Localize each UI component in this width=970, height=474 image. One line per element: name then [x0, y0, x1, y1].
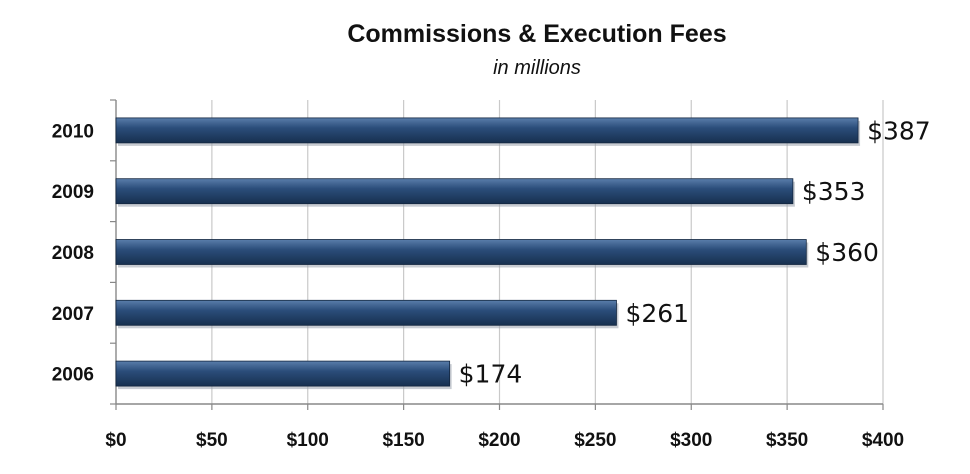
data-label: $174: [459, 360, 523, 389]
x-tick-label: $300: [670, 430, 712, 451]
chart-subtitle: in millions: [493, 57, 581, 79]
data-label: $387: [867, 116, 931, 145]
category-label: 2009: [52, 182, 94, 203]
x-tick-label: $0: [105, 430, 126, 451]
x-tick-label: $200: [478, 430, 520, 451]
category-label: 2006: [52, 365, 94, 386]
axes: [110, 99, 884, 410]
labels: $0 $50 $100 $150 $200 $250 $300 $350 $400 2010 $38…: [52, 116, 931, 451]
bar-2008: [115, 239, 807, 265]
chart-title: Commissions & Execution Fees: [347, 20, 727, 48]
data-label: $261: [625, 299, 689, 328]
bar-2009: [115, 178, 794, 205]
x-tick-label: $250: [574, 430, 616, 451]
bar-2007: [115, 299, 617, 326]
category-label: 2008: [52, 243, 94, 264]
x-tick-label: $400: [862, 430, 904, 451]
x-tick-label: $100: [287, 430, 329, 451]
bar-2006: [115, 360, 451, 387]
category-label: 2010: [52, 121, 94, 142]
x-tick-label: $350: [766, 430, 808, 451]
data-label: $360: [815, 238, 879, 267]
bar-2010: [115, 117, 859, 144]
x-tick-label: $50: [196, 430, 228, 451]
bars: [115, 117, 861, 390]
data-label: $353: [802, 177, 866, 206]
category-label: 2007: [52, 304, 94, 325]
x-tick-label: $150: [382, 430, 424, 451]
